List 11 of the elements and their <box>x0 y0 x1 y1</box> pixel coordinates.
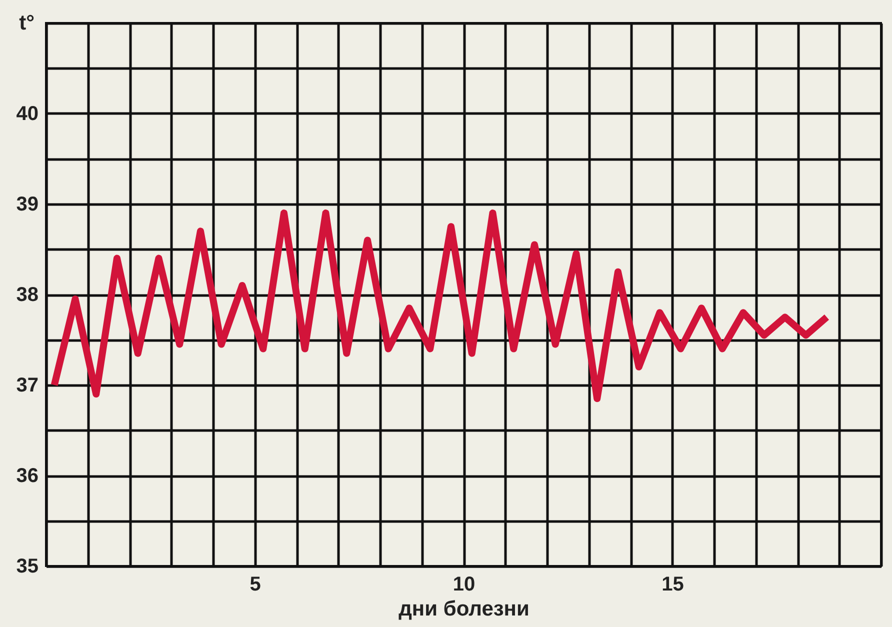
x-tick-label: 10 <box>452 574 476 596</box>
x-axis-title: дни болезни <box>398 598 530 620</box>
y-tick-label: 36 <box>16 465 38 487</box>
y-tick-label: 35 <box>16 556 38 578</box>
y-tick-label: 37 <box>16 374 38 396</box>
x-tick-label: 5 <box>250 574 261 596</box>
y-axis-title: t° <box>19 12 34 34</box>
x-tick-label: 15 <box>662 574 684 596</box>
y-tick-label: 39 <box>16 194 38 216</box>
y-tick-label: 40 <box>16 103 38 125</box>
y-tick-label: 38 <box>16 284 38 306</box>
